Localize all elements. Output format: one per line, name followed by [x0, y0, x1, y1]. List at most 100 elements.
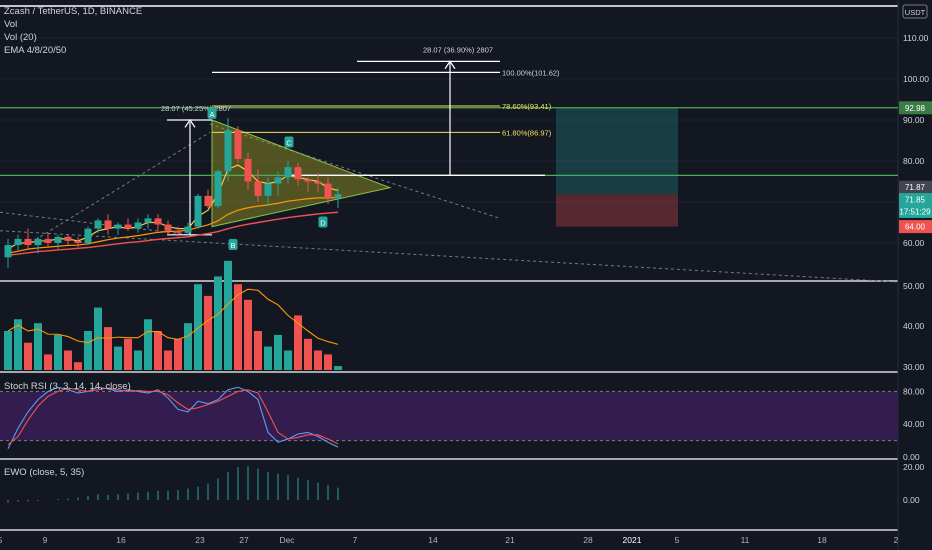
volume-bar	[44, 354, 52, 370]
volume-bar	[154, 331, 162, 370]
volume-bar	[14, 319, 22, 370]
volume-bar	[334, 366, 342, 370]
volume-bar	[204, 295, 212, 370]
pattern-label-c-bg	[284, 136, 294, 148]
stoch-tick: 0.00	[903, 452, 920, 462]
volume-bar	[104, 327, 112, 370]
candle-body	[134, 222, 142, 229]
volume-ma-line	[7, 288, 339, 345]
volume-bar	[64, 350, 72, 370]
volume-bar	[174, 338, 182, 370]
volume-bar	[4, 331, 12, 370]
candle-body	[234, 130, 242, 159]
time-tick: 5	[675, 535, 680, 545]
price-marker-stop: 64.00	[905, 223, 926, 232]
measure-right-label: 28.07 (36.90%) 2807	[423, 45, 493, 54]
candle-body	[124, 224, 132, 229]
price-marker-upper-bg	[899, 101, 932, 115]
price-marker-last-b-bg	[899, 193, 932, 207]
volume-bar	[274, 334, 282, 370]
candle-body	[154, 218, 162, 225]
price-marker-countdown: 17:51:29	[899, 207, 931, 216]
ewo-tick: 20.00	[903, 462, 925, 472]
candle-body	[64, 236, 72, 241]
volume-bar	[164, 350, 172, 370]
volume-bar	[234, 284, 242, 370]
ema-8-line	[7, 164, 339, 250]
price-marker-last-a: 71.87	[905, 183, 926, 192]
time-tick: 27	[239, 535, 249, 545]
stop-zone	[556, 194, 678, 227]
pattern-label-b: B	[230, 241, 235, 250]
volume-bar	[314, 350, 322, 370]
price-tick: 80.00	[903, 156, 925, 166]
candle-body	[184, 226, 192, 233]
pattern-label-a: A	[209, 110, 214, 119]
price-marker-stop-bg	[899, 220, 932, 234]
candle-body	[264, 183, 272, 196]
vol20-legend: Vol (20)	[4, 32, 37, 43]
price-tick: 40.00	[903, 321, 925, 331]
candle-body	[74, 240, 82, 243]
pattern-label-b-bg	[228, 239, 238, 251]
candle-body	[214, 171, 222, 207]
price-tick: 110.00	[903, 33, 929, 43]
volume-bar	[284, 350, 292, 370]
trendline-left-dotted	[0, 211, 191, 236]
time-tick: 23	[195, 535, 205, 545]
time-tick: Dec	[279, 535, 295, 545]
volume-bar	[254, 331, 262, 370]
stoch-band	[0, 391, 898, 441]
candle-body	[44, 238, 52, 243]
volume-bar	[244, 299, 252, 370]
candle-body	[304, 179, 312, 182]
volume-bar	[94, 307, 102, 370]
volume-bar	[114, 346, 122, 370]
volume-bar	[74, 362, 82, 370]
stoch-tick: 80.00	[903, 386, 925, 396]
volume-bar	[224, 260, 232, 370]
ema-50-line	[7, 211, 339, 256]
candle-body	[224, 130, 232, 172]
volume-bar	[264, 346, 272, 370]
ema-legend: EMA 4/8/20/50	[4, 45, 67, 56]
candle-body	[84, 228, 92, 243]
candle-body	[274, 177, 282, 184]
price-tick: 30.00	[903, 362, 925, 372]
volume-bar	[84, 331, 92, 370]
pattern-label-a-bg	[207, 107, 217, 119]
time-tick: 9	[43, 535, 48, 545]
price-tick: 100.00	[903, 74, 929, 84]
candle-body	[194, 195, 202, 227]
price-marker-countdown-bg	[899, 204, 932, 218]
time-tick: 5	[0, 535, 3, 545]
trendline-rise-dotted	[29, 131, 211, 244]
pattern-label-d: D	[320, 219, 326, 228]
trendline-upper-dotted	[209, 123, 501, 219]
candle-body	[54, 236, 62, 243]
candle-body	[174, 230, 182, 233]
candle-body	[294, 167, 302, 180]
volume-bar	[304, 338, 312, 370]
price-marker-last-a-bg	[899, 180, 932, 194]
price-marker-upper: 92.98	[905, 104, 926, 113]
stoch-tick: 40.00	[903, 419, 925, 429]
price-marker-last-b: 71.85	[905, 196, 926, 205]
candle-body	[114, 224, 122, 229]
time-tick: 21	[505, 535, 515, 545]
candle-body	[314, 181, 322, 184]
volume-bar	[194, 284, 202, 370]
volume-bar	[124, 338, 132, 370]
currency-label: USDT	[905, 8, 926, 17]
candle-body	[14, 238, 22, 246]
price-tick: 60.00	[903, 238, 925, 248]
price-tick: 90.00	[903, 115, 925, 125]
time-tick: 28	[583, 535, 593, 545]
fib-100-label: 100.00%(101.62)	[502, 68, 560, 77]
pattern-label-c: C	[286, 139, 292, 148]
ema-20-line	[7, 196, 339, 254]
target-zone	[556, 108, 678, 195]
time-tick: 16	[116, 535, 126, 545]
